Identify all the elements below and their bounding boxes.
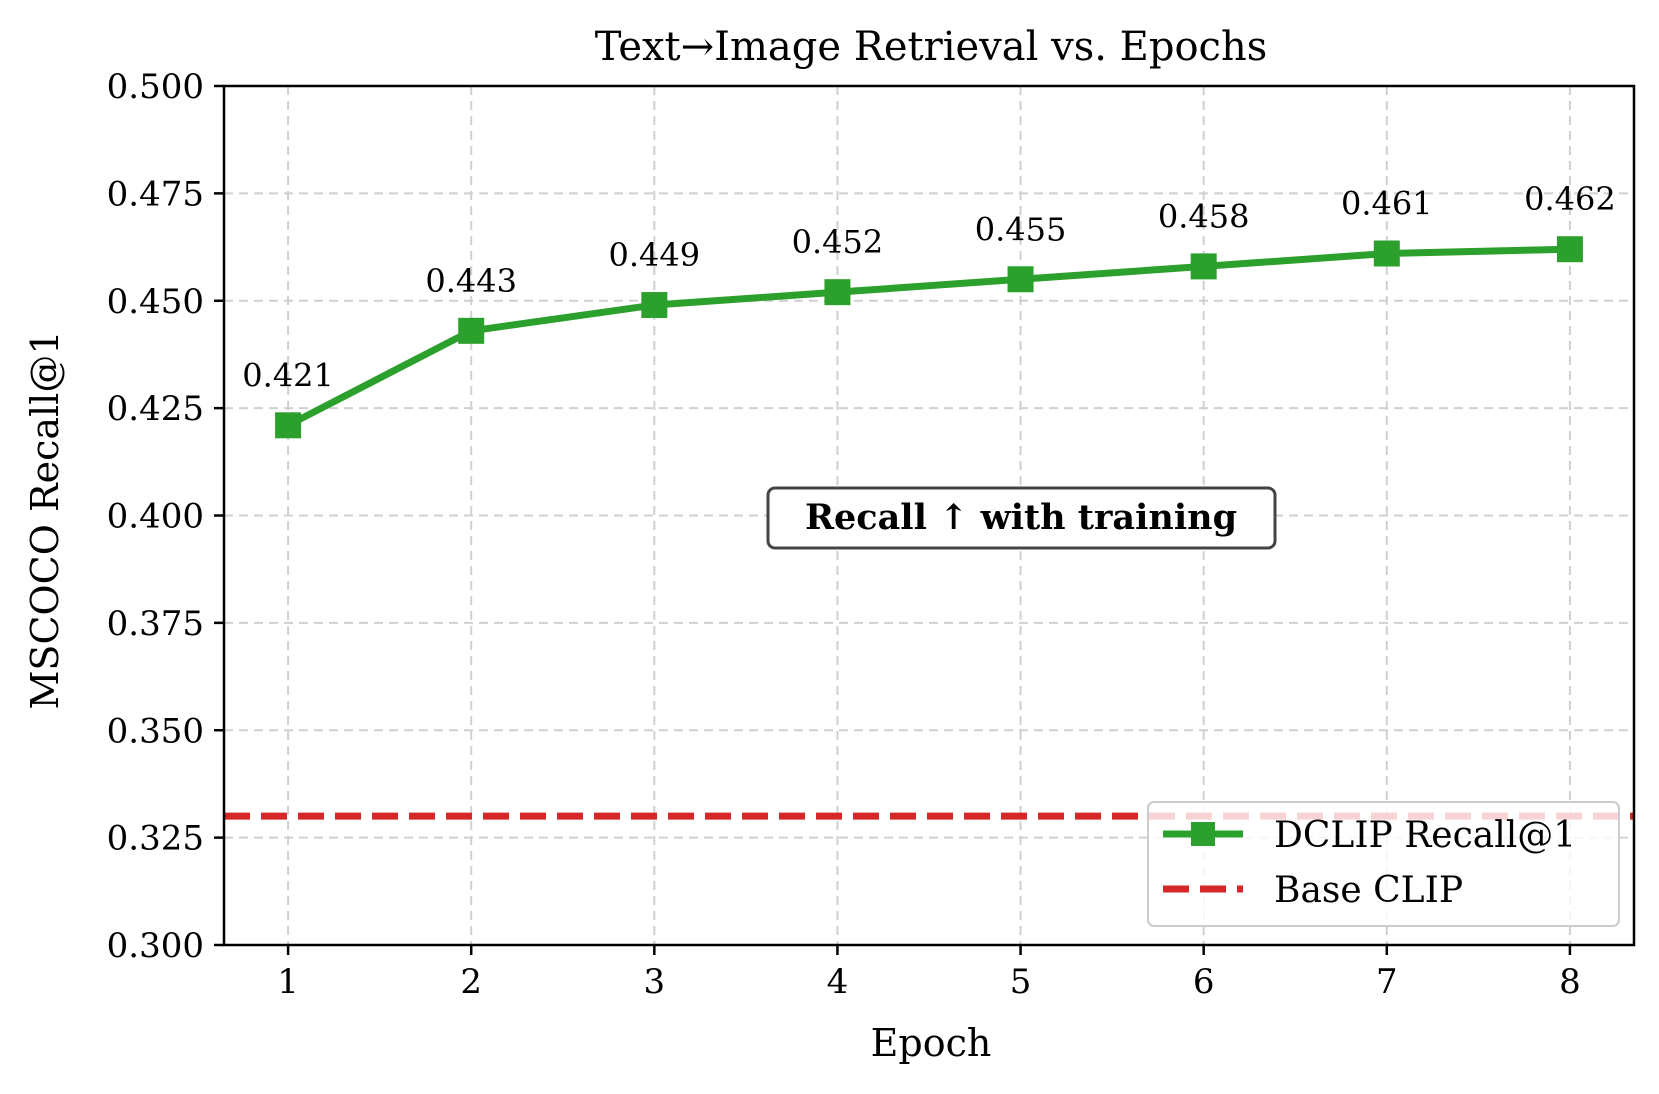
annotation-text: Recall ↑ with training [805,497,1237,538]
data-label-epoch-1: 0.421 [242,356,334,394]
series-line-dclip [286,245,1570,429]
y-tick-label-0.400: 0.400 [107,497,204,537]
x-tick-label-4: 4 [827,962,849,1002]
x-tick-label-2: 2 [460,962,482,1002]
x-tick-label-7: 7 [1376,962,1398,1002]
x-tick-label-3: 3 [644,962,666,1002]
legend-dclip-label: DCLIP Recall@1 [1274,815,1576,856]
data-point-epoch-6 [1190,253,1217,280]
data-label-epoch-2: 0.443 [425,262,517,300]
data-point-epoch-2 [458,317,485,344]
legend-base-clip-label: Base CLIP [1274,870,1463,911]
data-point-epoch-7 [1373,240,1400,267]
x-axis-label: Epoch [871,1021,992,1065]
y-axis-label: MSCOCO Recall@1 [23,331,67,710]
y-tick-label-0.500: 0.500 [107,67,204,107]
y-tick-label-0.450: 0.450 [107,282,204,322]
data-point-epoch-4 [824,279,851,306]
legend-frame [1147,801,1620,927]
y-tick-label-0.375: 0.375 [107,604,204,644]
axes: 1 2 3 4 5 6 7 8 0.300 0.325 0.350 0.375 0.400 0.425 0.… [107,67,1636,1002]
legend: DCLIP Recall@1 Base CLIP [1147,801,1620,927]
data-label-epoch-5: 0.455 [975,210,1067,248]
x-tick-label-5: 5 [1010,962,1032,1002]
annotation-frame [766,486,1277,550]
x-tick-label-1: 1 [277,962,299,1002]
data-label-epoch-3: 0.449 [609,236,701,274]
x-tick-label-8: 8 [1559,962,1581,1002]
y-tick-label-0.425: 0.425 [107,389,204,429]
y-tick-label-0.350: 0.350 [107,711,204,751]
data-point-epoch-1 [275,412,302,439]
data-label-epoch-8: 0.462 [1524,180,1616,218]
y-tick-label-0.325: 0.325 [107,819,204,859]
y-tick-label-0.300: 0.300 [107,926,204,966]
legend-dclip-marker [1191,822,1215,846]
y-tick-label-0.475: 0.475 [107,174,204,214]
annotation-box: Recall ↑ with training [766,486,1277,550]
data-point-epoch-5 [1007,266,1034,293]
data-point-epoch-3 [641,292,668,319]
x-tick-label-6: 6 [1193,962,1215,1002]
series [275,236,1583,439]
data-label-epoch-7: 0.461 [1341,185,1433,223]
chart-title: Text→Image Retrieval vs. Epochs [595,24,1268,70]
data-labels: 0.421 0.443 0.449 0.452 0.455 0.458 0.461 0.462 [242,180,1615,394]
data-label-epoch-4: 0.452 [792,223,884,261]
data-label-epoch-6: 0.458 [1158,197,1250,235]
data-point-epoch-8 [1556,236,1583,263]
